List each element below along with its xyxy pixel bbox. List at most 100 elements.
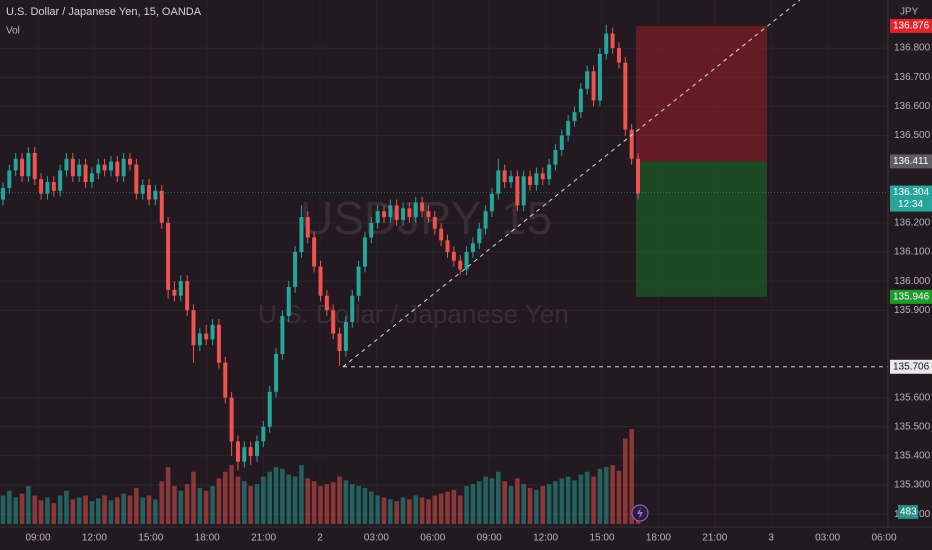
candle-body <box>623 62 628 130</box>
y-tick-label: 136.100 <box>894 247 931 258</box>
candle-body <box>248 447 253 456</box>
candle-body <box>540 173 545 180</box>
volume-bar <box>502 481 507 524</box>
candle-body <box>77 164 82 177</box>
x-tick-label: 15:00 <box>138 533 163 544</box>
volume-bar <box>248 486 253 524</box>
candle-body <box>51 182 56 191</box>
volume-bar <box>419 497 425 524</box>
watermark-name: U.S. Dollar / Japanese Yen <box>258 299 569 329</box>
volume-bar <box>26 486 31 524</box>
volume-bar <box>273 467 279 524</box>
candle-body <box>134 164 139 194</box>
stop-zone <box>636 161 767 297</box>
volume-bar <box>0 495 6 524</box>
volume-bar <box>572 480 577 524</box>
x-tick-label: 09:00 <box>25 533 50 544</box>
volume-bar <box>318 486 323 524</box>
volume-bar <box>203 490 209 524</box>
volume-bar <box>89 501 95 524</box>
entry-badge-label: 136.411 <box>893 156 929 167</box>
volume-bar <box>299 465 304 524</box>
candle-body <box>159 190 164 223</box>
x-tick-label: 21:00 <box>251 533 276 544</box>
candle-body <box>274 353 279 392</box>
volume-title: Vol <box>6 26 20 37</box>
target-badge-label: 136.876 <box>893 21 930 32</box>
volume-bar <box>159 481 165 524</box>
candle-body <box>70 158 75 177</box>
candle-body <box>629 129 634 159</box>
candle-body <box>128 158 132 165</box>
currency-label: JPY <box>900 7 919 18</box>
y-tick-label: 136.800 <box>894 43 931 54</box>
volume-bar <box>127 495 133 524</box>
stop-badge <box>890 289 932 304</box>
candle-body <box>604 33 609 54</box>
candle-body <box>426 211 431 218</box>
candle-body <box>343 321 348 352</box>
volume-bar <box>210 486 215 524</box>
volume-bar <box>7 490 12 524</box>
candle-body <box>388 205 393 218</box>
candle-body <box>489 193 494 212</box>
price-badge <box>890 185 932 212</box>
candle-body <box>13 158 18 171</box>
volume-badge-label: 483 <box>900 507 917 518</box>
volume-badge <box>898 505 918 519</box>
candle-body <box>223 362 228 398</box>
volume-bar <box>457 495 463 524</box>
candle-body <box>553 150 558 165</box>
candle-body <box>407 208 412 218</box>
volume-bar <box>153 499 158 524</box>
candle-body <box>521 176 526 206</box>
volume-bar <box>603 467 609 524</box>
volume-bar <box>451 489 457 524</box>
y-tick-label: 136.000 <box>894 276 931 287</box>
candle-body <box>337 333 342 352</box>
volume-bar <box>172 486 177 524</box>
volume-bar <box>438 493 444 524</box>
x-tick-label: 3 <box>768 533 774 544</box>
candle-body <box>515 176 520 206</box>
volume-bar <box>521 484 526 524</box>
volume-bar <box>242 481 247 524</box>
candles <box>1 24 640 471</box>
volume-bar <box>38 500 44 524</box>
volume-bar <box>57 495 63 524</box>
candle-body <box>185 281 190 311</box>
candle-body <box>362 237 367 267</box>
volume-bar <box>191 471 196 524</box>
candle-body <box>331 310 336 334</box>
candle-body <box>191 310 196 346</box>
candle-body <box>280 316 285 354</box>
candle-body <box>121 158 126 177</box>
volume-bar <box>432 495 438 524</box>
candle-body <box>64 158 69 171</box>
candle-body <box>261 426 266 442</box>
candle-body <box>108 161 113 171</box>
volume-bar <box>483 476 488 524</box>
entry-badge <box>890 154 932 169</box>
y-tick-label: 135.400 <box>894 451 931 462</box>
candle-body <box>382 211 386 218</box>
level-badge-label: 135.706 <box>893 361 930 372</box>
candle-body <box>318 266 323 296</box>
volume-bar <box>394 501 399 524</box>
volume-bar <box>597 468 603 524</box>
candle-body <box>255 441 259 456</box>
volume-bar <box>222 471 228 524</box>
candle-body <box>616 48 621 63</box>
candle-body <box>102 164 107 171</box>
candle-body <box>496 170 501 194</box>
candle-body <box>235 441 240 462</box>
candle-body <box>39 179 44 194</box>
candle-body <box>528 176 533 185</box>
candle-body <box>204 333 209 340</box>
volume-bar <box>280 468 285 524</box>
volume-bar <box>565 476 571 524</box>
y-tick-label: 135.900 <box>894 305 931 316</box>
volume-bar <box>489 478 495 524</box>
volume-bar <box>616 470 622 524</box>
